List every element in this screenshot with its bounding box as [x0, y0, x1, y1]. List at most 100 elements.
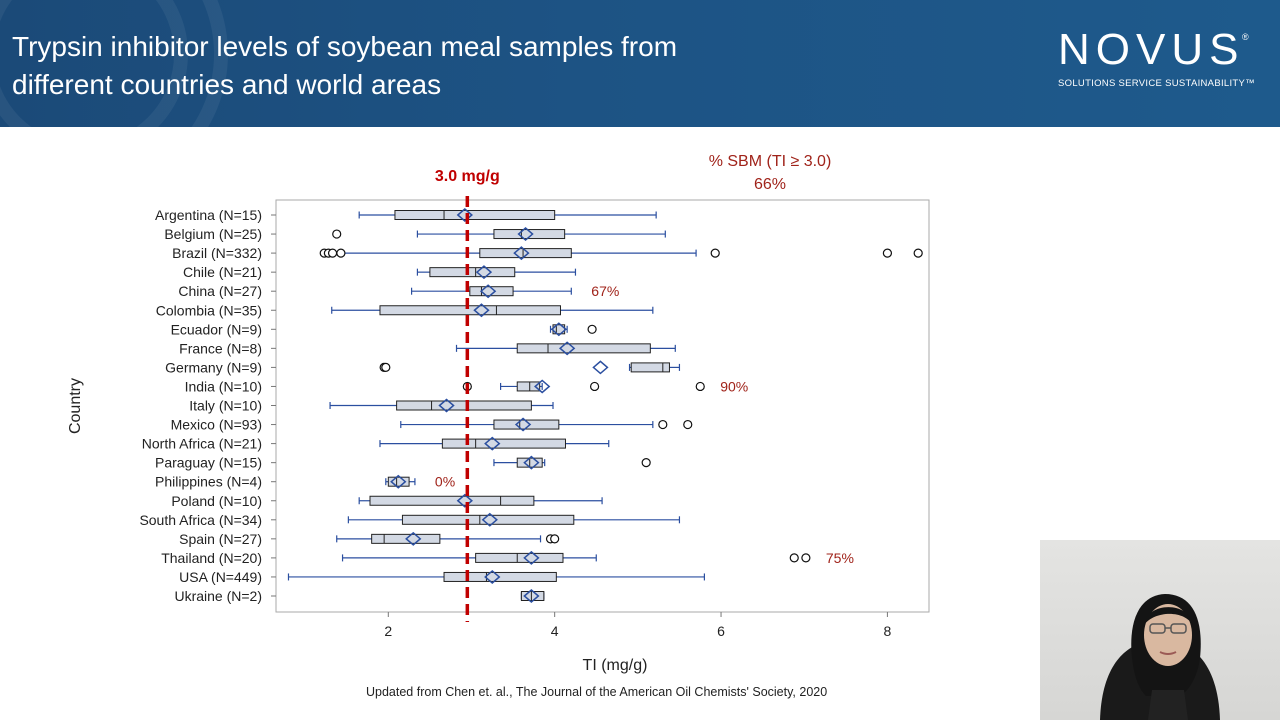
mean-marker — [456, 208, 473, 222]
mean-marker — [484, 569, 501, 584]
box-row — [358, 493, 603, 508]
title-banner: Trypsin inhibitor levels of soybean meal… — [0, 0, 1280, 127]
mean-marker — [592, 360, 609, 375]
box-row — [416, 265, 577, 280]
summary-value: 66% — [754, 176, 786, 193]
iqr-box — [394, 210, 556, 220]
category-label: Belgium (N=25) — [164, 226, 262, 242]
box-row — [336, 531, 560, 546]
mean-marker — [513, 246, 530, 261]
x-tick-label: 4 — [551, 623, 559, 639]
iqr-box — [493, 419, 560, 430]
box-row — [341, 550, 811, 565]
mean-marker — [517, 227, 534, 242]
iqr-box — [401, 514, 575, 525]
logo-registered-mark: ® — [1242, 32, 1249, 42]
boxplot-chart: Argentina (N=15) Belgium (N=25) Brazil (N=… — [67, 153, 930, 674]
category-label: Italy (N=10) — [189, 398, 262, 414]
mean-marker — [481, 512, 498, 527]
box-row — [332, 227, 666, 242]
logo-wordmark: NOVUS — [1058, 25, 1245, 74]
category-label: Mexico (N=93) — [171, 417, 262, 433]
category-label: Ukraine (N=2) — [174, 588, 262, 604]
iqr-box — [552, 324, 566, 335]
outlier-point — [327, 248, 338, 258]
mean-marker — [479, 284, 497, 299]
box-row — [520, 589, 545, 603]
category-label: France (N=8) — [179, 340, 262, 356]
box-row — [493, 455, 651, 470]
mean-marker — [405, 531, 422, 546]
axis-layer: Argentina (N=15) Belgium (N=25) Brazil (N=… — [139, 207, 891, 639]
category-label: Argentina (N=15) — [155, 207, 262, 223]
outlier-point — [550, 534, 560, 544]
logo-tagline: SOLUTIONS SERVICE SUSTAINABILITY™ — [1058, 78, 1255, 89]
category-label: Chile (N=21) — [183, 264, 262, 280]
outlier-point — [336, 248, 346, 258]
outlier-point — [789, 553, 799, 563]
iqr-box — [469, 286, 514, 297]
category-label: Brazil (N=332) — [172, 245, 262, 261]
presenter-webcam — [1040, 540, 1280, 720]
outlier-point — [801, 553, 811, 563]
iqr-box — [429, 267, 516, 278]
x-tick-label: 2 — [384, 623, 392, 639]
iqr-box — [516, 381, 541, 392]
mean-marker — [550, 322, 567, 337]
mean-marker — [514, 417, 532, 432]
outlier-point — [641, 458, 651, 468]
outlier-point — [695, 381, 705, 392]
novus-logo: NOVUS ® SOLUTIONS SERVICE SUSTAINABILITY… — [1058, 25, 1255, 90]
percent-label: 90% — [720, 378, 748, 394]
box-row — [385, 474, 416, 489]
mean-marker — [475, 265, 493, 280]
category-label: Thailand (N=20) — [161, 550, 262, 566]
percent-label: 75% — [826, 550, 854, 566]
box-row — [347, 512, 681, 527]
box-row — [379, 436, 610, 451]
outlier-point — [658, 419, 668, 430]
presenter-figure — [1100, 594, 1220, 720]
box-row — [462, 379, 705, 394]
outlier-point — [381, 362, 391, 372]
box-row — [287, 569, 706, 584]
category-label: Spain (N=27) — [179, 531, 262, 547]
boxes-layer — [287, 208, 923, 603]
outlier-point — [589, 381, 600, 392]
mean-marker — [484, 436, 501, 451]
box-row — [329, 398, 554, 413]
category-label: Colombia (N=35) — [156, 302, 262, 318]
outlier-point — [882, 248, 893, 258]
mean-marker — [523, 550, 540, 565]
outlier-point — [683, 419, 693, 430]
slide-title: Trypsin inhibitor levels of soybean meal… — [12, 31, 678, 100]
x-tick-label: 6 — [717, 623, 725, 639]
category-label: India (N=10) — [185, 378, 262, 394]
iqr-box — [369, 495, 535, 506]
box-row — [455, 341, 676, 356]
category-label: China (N=27) — [178, 283, 262, 299]
mean-marker — [438, 398, 455, 413]
percent-label: 0% — [435, 474, 455, 490]
category-label: North Africa (N=21) — [142, 436, 262, 452]
iqr-box — [479, 248, 572, 259]
y-axis-label: Country — [67, 378, 84, 434]
iqr-box — [441, 438, 566, 449]
iqr-box — [630, 362, 670, 373]
outlier-point — [587, 324, 597, 334]
source-citation: Updated from Chen et. al., The Journal o… — [366, 685, 828, 699]
box-row — [319, 246, 923, 261]
mean-marker — [523, 589, 540, 603]
category-label: Poland (N=10) — [171, 493, 262, 509]
category-label: Germany (N=9) — [165, 359, 262, 375]
iqr-box — [379, 305, 561, 316]
category-label: Philippines (N=4) — [155, 474, 262, 490]
category-label: Ecuador (N=9) — [171, 321, 262, 337]
x-axis-label: TI (mg/g) — [583, 657, 648, 674]
category-label: Paraguay (N=15) — [155, 455, 262, 471]
category-label: USA (N=449) — [179, 569, 262, 585]
mean-marker — [473, 303, 490, 318]
percent-label: 67% — [591, 283, 619, 299]
mean-marker — [523, 455, 540, 470]
category-label: South Africa (N=34) — [139, 512, 262, 528]
